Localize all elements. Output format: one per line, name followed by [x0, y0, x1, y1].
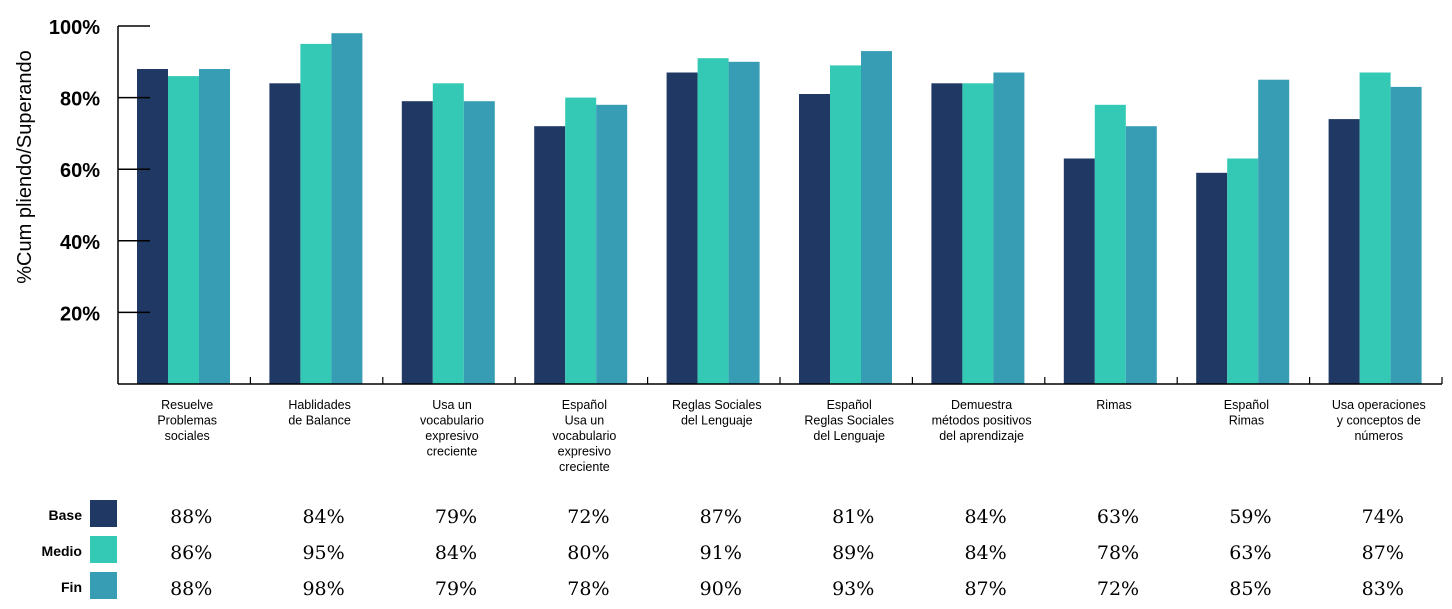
bar-base-2: [269, 83, 301, 385]
data-table-group: Base 88% 84% 79% 72% 87% 81% 84% 63% 59% 74% Medio 8…: [42, 500, 1404, 600]
y-tick-label: 60%: [60, 160, 100, 182]
category-label: Español Rimas: [1224, 398, 1269, 428]
table-cell-base: 87%: [700, 506, 742, 528]
table-cell-medio: 63%: [1229, 542, 1271, 564]
category-label: Español Reglas Sociales del Lenguaje: [804, 398, 894, 443]
category-label: Resuelve Problemas sociales: [157, 398, 217, 443]
table-cell-base: 59%: [1229, 506, 1271, 528]
category-label: Hablidades de Balance: [288, 398, 351, 428]
table-cell-fin: 83%: [1362, 578, 1404, 600]
bar-base-7: [931, 83, 963, 385]
bar-fin-2: [331, 33, 363, 384]
bar-fin-8: [1125, 126, 1157, 384]
table-cell-base: 79%: [435, 506, 477, 528]
bar-base-6: [799, 94, 830, 384]
category-labels-group: Resuelve Problemas sociales Hablidades de Ba…: [157, 398, 1425, 474]
table-cell-medio: 87%: [1362, 542, 1404, 564]
legend-label-base: Base: [49, 507, 83, 523]
table-cell-base: 81%: [832, 506, 874, 528]
bar-medio-1: [168, 76, 199, 384]
bar-fin-6: [861, 51, 892, 384]
legend-swatch-medio: [90, 536, 117, 563]
table-cell-fin: 88%: [170, 578, 212, 600]
bar-fin-3: [463, 101, 495, 384]
bar-medio-5: [697, 58, 729, 384]
y-tick-label: 100%: [49, 17, 100, 39]
table-cell-fin: 72%: [1097, 578, 1139, 600]
bar-base-3: [401, 101, 433, 384]
bar-base-4: [534, 126, 566, 384]
table-cell-fin: 87%: [964, 578, 1006, 600]
table-cell-base: 72%: [567, 506, 609, 528]
bars-group: [137, 33, 1422, 385]
category-label: Rimas: [1096, 398, 1131, 412]
table-cell-fin: 79%: [435, 578, 477, 600]
bar-fin-1: [199, 69, 230, 384]
table-cell-medio: 86%: [170, 542, 212, 564]
y-axis-label: %Cum pliendo/Superando: [14, 50, 36, 284]
bar-medio-9: [1227, 158, 1259, 384]
table-cell-base: 74%: [1362, 506, 1404, 528]
table-cell-fin: 93%: [832, 578, 874, 600]
table-cell-medio: 84%: [435, 542, 477, 564]
table-cell-fin: 85%: [1229, 578, 1271, 600]
table-cell-fin: 78%: [567, 578, 609, 600]
table-cell-medio: 95%: [302, 542, 344, 564]
table-cell-base: 84%: [964, 506, 1006, 528]
bar-base-8: [1063, 158, 1095, 384]
axes-group: 20% 40% 60% 80% 100%: [49, 17, 1443, 385]
bar-fin-7: [993, 72, 1025, 384]
bar-fin-9: [1258, 79, 1290, 384]
bar-fin-4: [596, 104, 628, 385]
bar-fin-10: [1390, 86, 1422, 385]
bar-base-1: [137, 69, 168, 384]
bar-medio-7: [962, 83, 994, 385]
bar-base-10: [1328, 119, 1360, 384]
bar-medio-10: [1359, 72, 1391, 384]
table-cell-base: 63%: [1097, 506, 1139, 528]
table-cell-fin: 98%: [302, 578, 344, 600]
category-label: Usa operaciones y conceptos de números: [1332, 398, 1426, 443]
table-cell-base: 84%: [302, 506, 344, 528]
category-label: Reglas Sociales del Lenguaje: [672, 398, 762, 428]
bar-base-5: [666, 72, 698, 384]
bar-medio-2: [300, 43, 332, 385]
legend-label-fin: Fin: [61, 579, 82, 595]
table-cell-medio: 84%: [964, 542, 1006, 564]
legend-label-medio: Medio: [42, 543, 82, 559]
y-tick-label: 20%: [60, 303, 100, 325]
category-label: Español Usa un vocabulario expresivo crecien…: [552, 398, 616, 474]
table-cell-base: 88%: [170, 506, 212, 528]
table-cell-medio: 78%: [1097, 542, 1139, 564]
category-label: Demuestra métodos positivos del aprendizaj…: [932, 398, 1032, 443]
y-tick-label: 80%: [60, 89, 100, 111]
table-cell-medio: 80%: [567, 542, 609, 564]
legend-swatch-fin: [90, 572, 117, 599]
bar-fin-5: [728, 61, 760, 385]
bar-medio-3: [432, 83, 464, 385]
bar-medio-8: [1094, 104, 1126, 385]
table-cell-medio: 91%: [700, 542, 742, 564]
table-cell-fin: 90%: [700, 578, 742, 600]
legend-swatch-base: [90, 500, 117, 527]
bar-medio-6: [830, 65, 861, 385]
bar-medio-4: [565, 97, 597, 384]
y-tick-label: 40%: [60, 232, 100, 254]
category-label: Usa un vocabulario expresivo creciente: [420, 398, 484, 459]
table-cell-medio: 89%: [832, 542, 874, 564]
bar-base-9: [1196, 172, 1228, 384]
